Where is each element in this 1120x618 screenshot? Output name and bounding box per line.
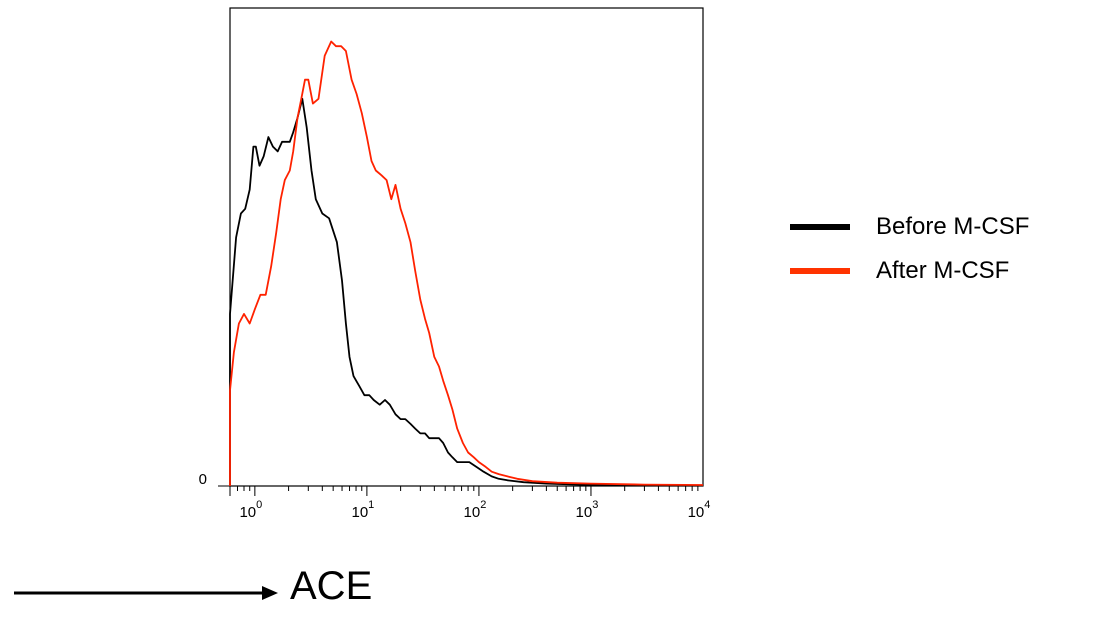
series-layer xyxy=(229,40,704,487)
x-tick-label: 102 xyxy=(464,499,487,521)
x-tick-exponent: 4 xyxy=(704,499,710,511)
y-tick-label: 0 xyxy=(199,471,207,488)
legend-item-before: Before M-CSF xyxy=(790,210,1029,244)
legend-swatch-before xyxy=(790,224,850,230)
x-tick-label: 103 xyxy=(576,499,599,521)
y-axis: 0 xyxy=(199,471,230,488)
series-before-mcsf-line xyxy=(229,97,703,487)
axis-title-arrow xyxy=(14,586,278,600)
legend-label-before: Before M-CSF xyxy=(876,213,1030,240)
x-tick-exponent: 2 xyxy=(480,499,486,511)
x-tick-base: 10 xyxy=(239,504,256,521)
x-axis-title: ACE xyxy=(290,564,373,608)
x-tick-label: 100 xyxy=(239,499,262,521)
x-tick-exponent: 0 xyxy=(256,499,262,511)
x-tick-base: 10 xyxy=(576,504,593,521)
x-tick-exponent: 1 xyxy=(368,499,374,511)
legend-swatch-after xyxy=(790,268,850,274)
x-tick-base: 10 xyxy=(351,504,368,521)
x-tick-base: 10 xyxy=(464,504,481,521)
x-tick-exponent: 3 xyxy=(592,499,598,511)
series-after-mcsf-line xyxy=(229,40,704,486)
legend: Before M-CSF After M-CSF xyxy=(790,210,1029,298)
x-axis: 100 101 102 103 104 xyxy=(229,486,711,521)
x-tick-label: 101 xyxy=(351,499,374,521)
x-tick-base: 10 xyxy=(688,504,705,521)
plot-frame xyxy=(229,7,704,487)
legend-label-after: After M-CSF xyxy=(876,257,1010,284)
x-tick-label: 104 xyxy=(688,499,711,521)
legend-item-after: After M-CSF xyxy=(790,254,1029,288)
